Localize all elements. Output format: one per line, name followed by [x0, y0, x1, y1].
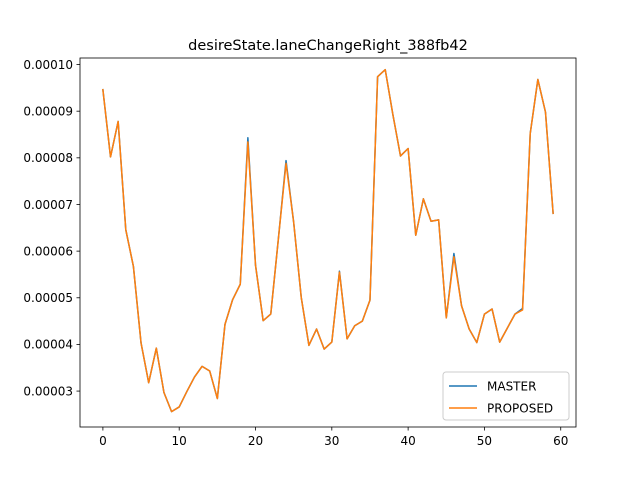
chart-title: desireState.laneChangeRight_388fb42 [188, 38, 468, 54]
x-tick-label: 50 [477, 434, 492, 448]
x-tick-label: 60 [553, 434, 568, 448]
x-tick-label: 40 [400, 434, 415, 448]
y-tick-label: 0.00006 [23, 244, 73, 258]
legend-label-proposed: PROPOSED [487, 401, 553, 415]
y-tick-label: 0.00005 [23, 291, 73, 305]
y-tick-label: 0.00010 [23, 58, 73, 72]
y-tick-label: 0.00009 [23, 104, 73, 118]
y-tick-label: 0.00004 [23, 338, 73, 352]
x-tick-label: 30 [324, 434, 339, 448]
legend-label-master: MASTER [487, 379, 536, 393]
y-tick-label: 0.00008 [23, 151, 73, 165]
legend: MASTER PROPOSED [442, 371, 570, 421]
x-tick-label: 0 [99, 434, 107, 448]
series-lines [102, 68, 554, 413]
plot-frame [79, 57, 577, 428]
axes: 0 10 20 30 40 50 60 0.00003 0.00004 0.00005 0.0000… [23, 57, 577, 448]
y-tick-label: 0.00003 [23, 384, 73, 398]
series-line-proposed [102, 68, 554, 413]
x-tick-label: 20 [248, 434, 263, 448]
y-tick-label: 0.00007 [23, 198, 73, 212]
x-tick-label: 10 [172, 434, 187, 448]
